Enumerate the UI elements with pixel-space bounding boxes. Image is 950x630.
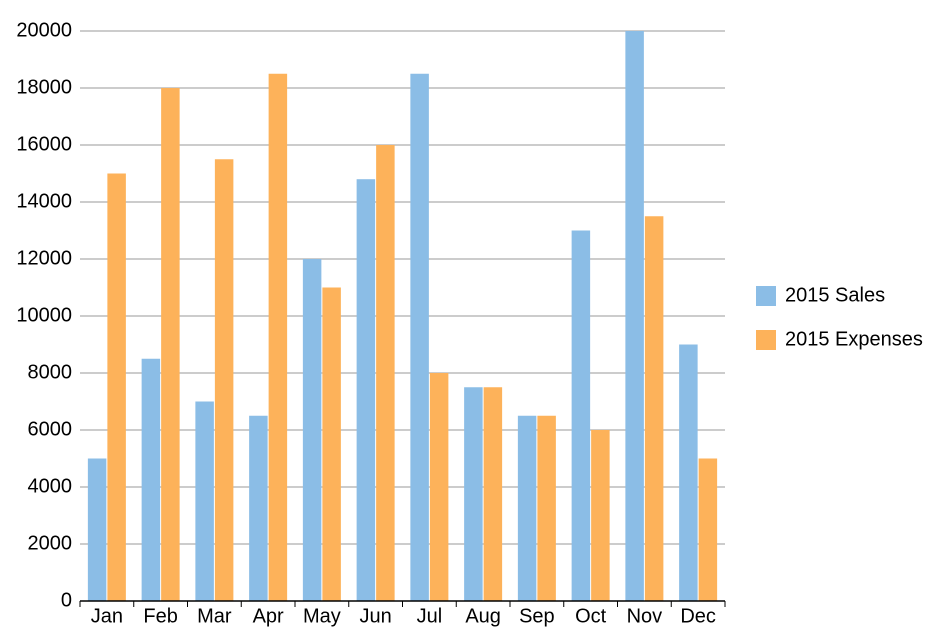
y-tick-label: 6000 bbox=[28, 418, 73, 440]
bar bbox=[464, 387, 483, 601]
y-tick-label: 16000 bbox=[16, 133, 72, 155]
x-tick-label: Aug bbox=[465, 605, 501, 627]
legend-label: 2015 Sales bbox=[785, 284, 885, 306]
legend-label: 2015 Expenses bbox=[785, 328, 923, 350]
x-tick-label: Jan bbox=[91, 605, 123, 627]
bar bbox=[698, 458, 718, 601]
x-tick-label: Feb bbox=[143, 605, 177, 627]
y-tick-label: 8000 bbox=[28, 361, 73, 383]
bar bbox=[376, 145, 395, 601]
x-tick-label: Oct bbox=[575, 605, 607, 627]
bar bbox=[214, 159, 234, 601]
bar bbox=[429, 373, 449, 601]
bar bbox=[356, 179, 376, 601]
legend-swatch bbox=[756, 286, 776, 306]
x-tick-label: Jul bbox=[417, 605, 443, 627]
bar bbox=[483, 387, 503, 601]
x-tick-label: Jun bbox=[360, 605, 392, 627]
y-tick-label: 0 bbox=[61, 589, 72, 611]
y-tick-label: 18000 bbox=[16, 76, 72, 98]
x-tick-label: Mar bbox=[197, 605, 232, 627]
y-tick-label: 12000 bbox=[16, 247, 72, 269]
x-tick-label: Sep bbox=[519, 605, 555, 627]
bar bbox=[87, 458, 107, 601]
x-tick-label: Nov bbox=[627, 605, 663, 627]
x-tick-label: Apr bbox=[253, 605, 284, 627]
bar bbox=[571, 230, 591, 601]
bar bbox=[322, 287, 341, 601]
bar bbox=[410, 73, 429, 601]
bar bbox=[107, 173, 126, 601]
bar bbox=[625, 31, 644, 601]
bar bbox=[141, 358, 161, 601]
bar bbox=[517, 415, 537, 601]
x-tick-label: Dec bbox=[680, 605, 716, 627]
bar bbox=[591, 430, 610, 601]
bar bbox=[161, 88, 180, 601]
bar bbox=[249, 415, 268, 601]
legend-swatch bbox=[756, 330, 776, 350]
bar bbox=[679, 344, 698, 601]
y-tick-label: 2000 bbox=[28, 532, 73, 554]
y-tick-label: 4000 bbox=[28, 475, 73, 497]
y-tick-label: 20000 bbox=[16, 19, 72, 41]
bar bbox=[195, 401, 214, 601]
x-tick-label: May bbox=[303, 605, 341, 627]
bar bbox=[644, 216, 664, 601]
bar bbox=[268, 73, 288, 601]
y-tick-label: 10000 bbox=[16, 304, 72, 326]
bar bbox=[302, 259, 322, 601]
y-tick-label: 14000 bbox=[16, 190, 72, 212]
bar bbox=[537, 415, 556, 601]
